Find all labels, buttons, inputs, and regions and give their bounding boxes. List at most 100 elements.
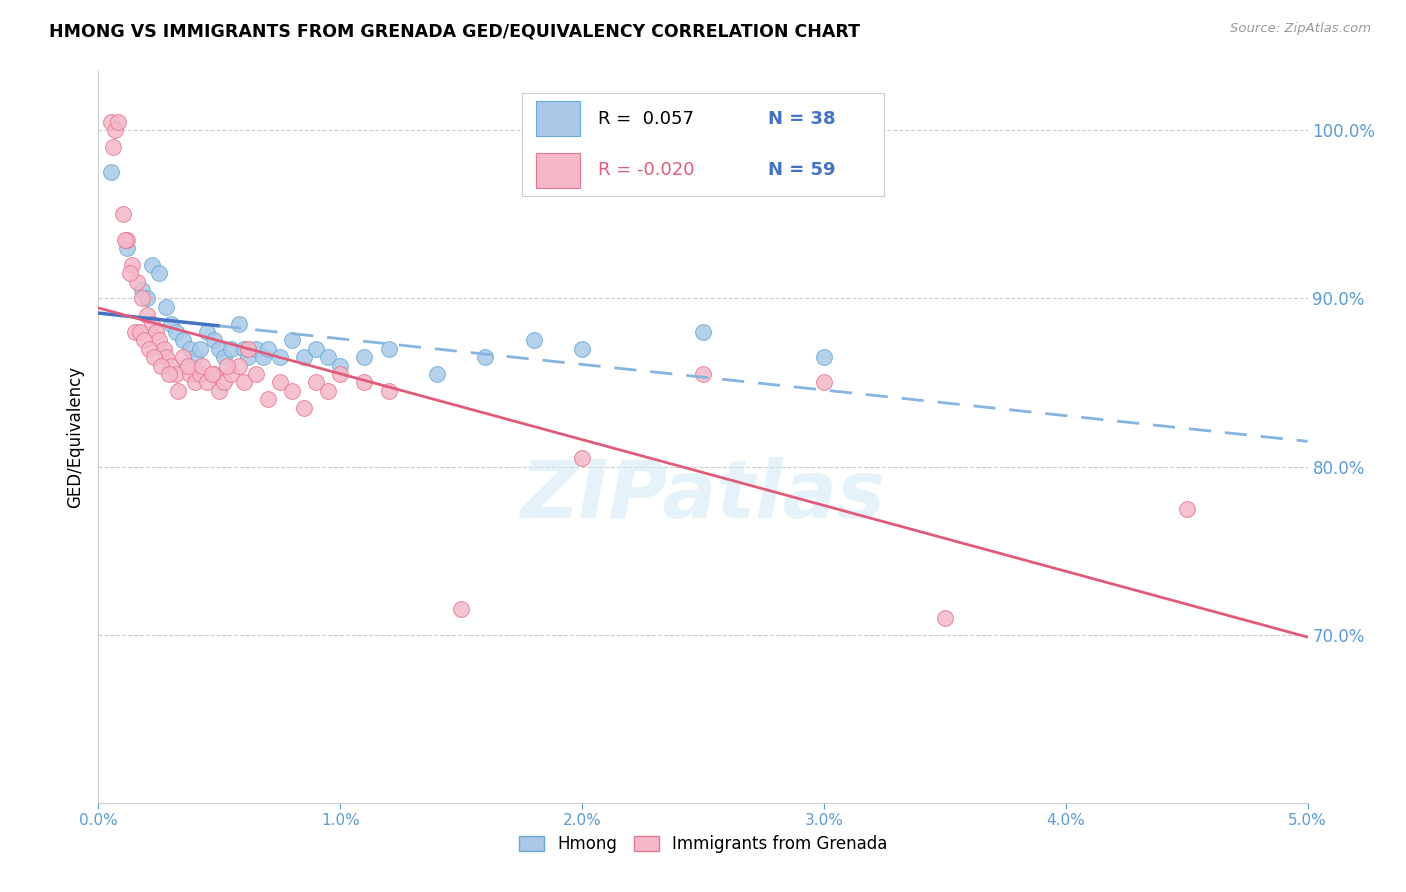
- Point: [135, 291, 157, 305]
- Point: [208, 342, 231, 356]
- Point: [450, 602, 472, 616]
- Point: [177, 359, 200, 373]
- Point: [377, 342, 399, 356]
- Point: [141, 317, 163, 331]
- Point: [252, 350, 274, 364]
- Point: [150, 359, 173, 373]
- Point: [121, 258, 143, 272]
- Point: [426, 367, 449, 381]
- Point: [571, 342, 593, 356]
- Point: [160, 317, 183, 331]
- Text: ZIPatlas: ZIPatlas: [520, 457, 886, 534]
- Text: Source: ZipAtlas.com: Source: ZipAtlas.com: [1230, 22, 1371, 36]
- Point: [204, 334, 226, 348]
- Point: [117, 233, 139, 247]
- Point: [167, 384, 190, 398]
- Point: [292, 350, 315, 364]
- Point: [135, 308, 157, 322]
- Point: [305, 376, 328, 390]
- Point: [692, 367, 714, 381]
- Point: [329, 359, 352, 373]
- Point: [148, 266, 170, 280]
- Legend: Hmong, Immigrants from Grenada: Hmong, Immigrants from Grenada: [519, 835, 887, 853]
- Point: [138, 342, 160, 356]
- Point: [232, 342, 254, 356]
- Point: [204, 367, 226, 381]
- Point: [256, 342, 278, 356]
- Point: [316, 384, 339, 398]
- Point: [195, 376, 218, 390]
- Point: [238, 350, 260, 364]
- Point: [104, 123, 127, 137]
- Point: [692, 325, 714, 339]
- Point: [118, 266, 141, 280]
- Point: [201, 367, 224, 381]
- Point: [523, 334, 546, 348]
- Point: [155, 350, 177, 364]
- Point: [221, 342, 243, 356]
- Point: [316, 350, 339, 364]
- Point: [474, 350, 496, 364]
- Point: [292, 401, 315, 415]
- Point: [148, 334, 170, 348]
- Point: [269, 350, 291, 364]
- Point: [100, 115, 122, 129]
- Point: [165, 367, 187, 381]
- Point: [184, 350, 207, 364]
- Point: [212, 350, 235, 364]
- Point: [228, 317, 250, 331]
- Point: [127, 275, 149, 289]
- Point: [269, 376, 291, 390]
- Point: [131, 291, 153, 305]
- Point: [353, 376, 375, 390]
- Point: [305, 342, 328, 356]
- Point: [188, 367, 211, 381]
- Point: [165, 325, 187, 339]
- Point: [221, 367, 243, 381]
- Point: [155, 300, 177, 314]
- Point: [245, 367, 267, 381]
- Point: [172, 350, 194, 364]
- Point: [195, 325, 218, 339]
- Point: [131, 283, 153, 297]
- Point: [124, 325, 146, 339]
- Point: [152, 342, 174, 356]
- Point: [813, 350, 835, 364]
- Point: [256, 392, 278, 407]
- Point: [281, 334, 304, 348]
- Text: HMONG VS IMMIGRANTS FROM GRENADA GED/EQUIVALENCY CORRELATION CHART: HMONG VS IMMIGRANTS FROM GRENADA GED/EQU…: [49, 22, 860, 40]
- Point: [107, 115, 129, 129]
- Point: [179, 367, 201, 381]
- Point: [281, 384, 304, 398]
- Point: [128, 325, 150, 339]
- Point: [134, 334, 156, 348]
- Point: [571, 451, 593, 466]
- Point: [143, 350, 166, 364]
- Point: [208, 384, 231, 398]
- Point: [232, 376, 254, 390]
- Point: [813, 376, 835, 390]
- Point: [377, 384, 399, 398]
- Point: [179, 342, 201, 356]
- Point: [172, 334, 194, 348]
- Point: [215, 359, 238, 373]
- Point: [117, 241, 139, 255]
- Point: [191, 359, 214, 373]
- Point: [111, 207, 134, 221]
- Point: [101, 140, 124, 154]
- Y-axis label: GED/Equivalency: GED/Equivalency: [66, 366, 84, 508]
- Point: [1175, 501, 1198, 516]
- Point: [184, 376, 207, 390]
- Point: [145, 325, 167, 339]
- Point: [228, 359, 250, 373]
- Point: [188, 342, 211, 356]
- Point: [160, 359, 183, 373]
- Point: [100, 165, 122, 179]
- Point: [212, 376, 235, 390]
- Point: [245, 342, 267, 356]
- Point: [934, 611, 956, 625]
- Point: [238, 342, 260, 356]
- Point: [114, 233, 136, 247]
- Point: [157, 367, 180, 381]
- Point: [141, 258, 163, 272]
